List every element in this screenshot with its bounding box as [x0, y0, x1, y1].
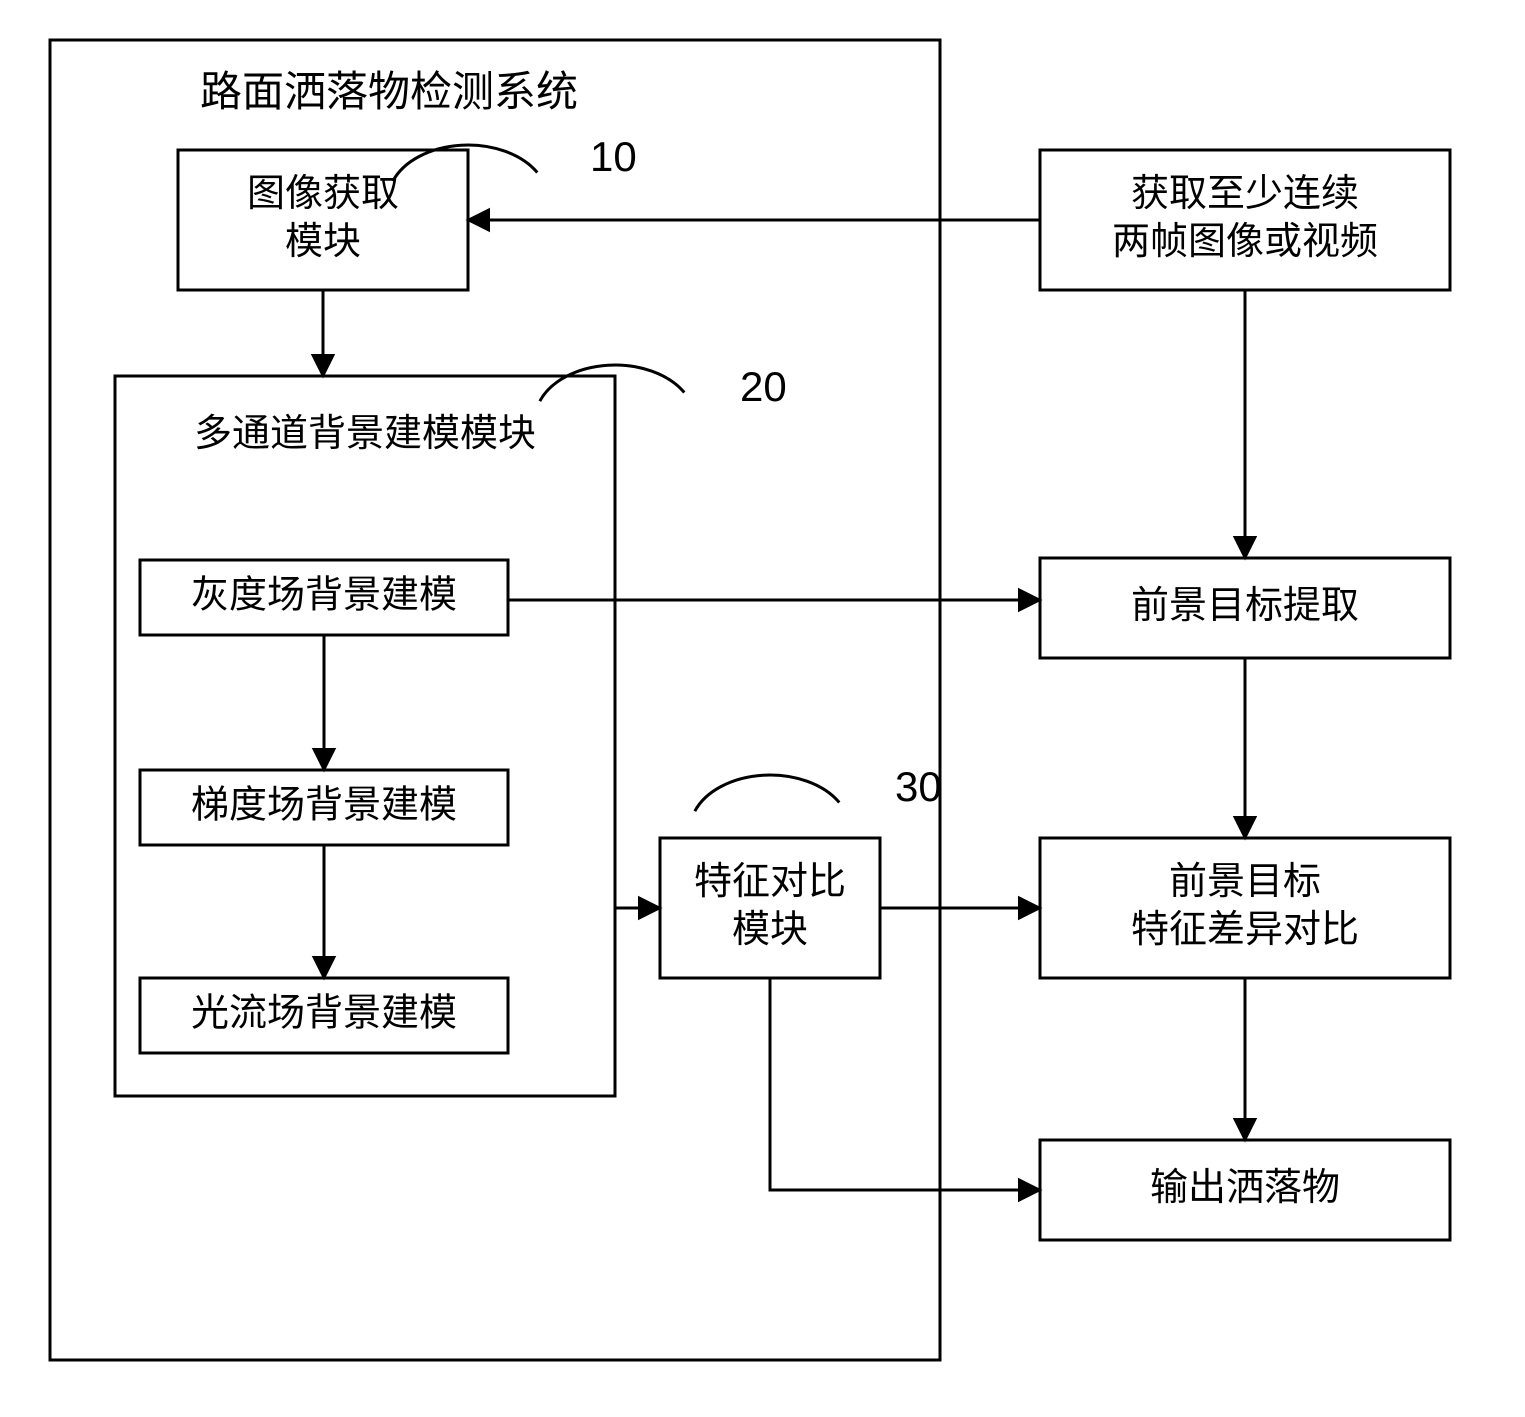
system-title: 路面洒落物检测系统 — [200, 68, 578, 115]
num-arc10: 10 — [590, 133, 637, 180]
edge-7 — [770, 978, 1040, 1190]
box-image_acq-line2: 模块 — [285, 221, 361, 263]
num-arc30: 30 — [895, 763, 942, 810]
box-grad_bg-text: 梯度场背景建模 — [191, 785, 457, 827]
box-flow_bg-text: 光流场背景建模 — [191, 993, 457, 1035]
box-acq_frames — [1040, 150, 1450, 290]
num-arc20: 20 — [740, 363, 787, 410]
box-acq_frames-line1: 获取至少连续 — [1131, 173, 1359, 215]
arc-arc30 — [695, 775, 839, 811]
multichannel-title: 多通道背景建模模块 — [194, 413, 536, 455]
box-fg_extract-text: 前景目标提取 — [1131, 585, 1359, 627]
box-fg_diff — [1040, 838, 1450, 978]
box-fg_diff-line2: 特征差异对比 — [1131, 909, 1359, 951]
box-fg_diff-line1: 前景目标 — [1169, 861, 1321, 903]
box-image_acq — [178, 150, 468, 290]
box-feat_cmp-line1: 特征对比 — [694, 861, 846, 903]
box-feat_cmp — [660, 838, 880, 978]
box-acq_frames-line2: 两帧图像或视频 — [1112, 221, 1378, 263]
box-image_acq-line1: 图像获取 — [247, 173, 399, 215]
arc-arc20 — [540, 365, 684, 401]
box-out_spill-text: 输出洒落物 — [1150, 1167, 1340, 1209]
box-gray_bg-text: 灰度场背景建模 — [191, 575, 457, 617]
box-feat_cmp-line2: 模块 — [732, 909, 808, 951]
